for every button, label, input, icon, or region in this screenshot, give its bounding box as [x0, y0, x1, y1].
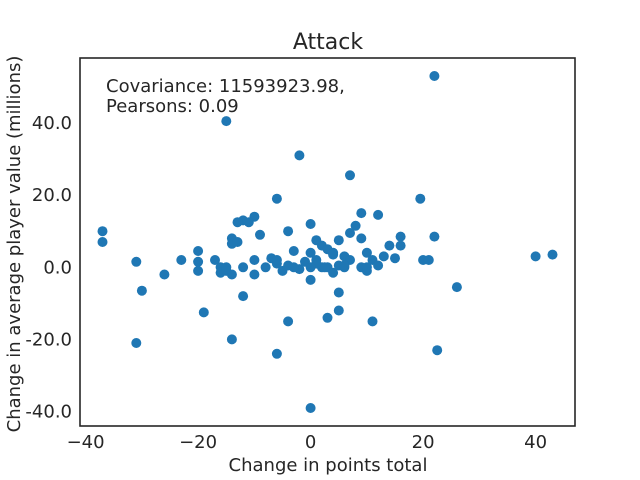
data-point	[131, 338, 142, 348]
data-point	[97, 226, 108, 237]
data-point	[530, 251, 541, 262]
data-point	[451, 282, 462, 293]
x-ticks: −40 −20 0 20 40	[67, 432, 547, 453]
data-point	[339, 260, 350, 271]
data-point	[238, 291, 249, 302]
data-point	[423, 255, 434, 265]
y-tick-label: 40.0	[32, 113, 72, 134]
data-point	[361, 247, 372, 258]
data-point	[333, 235, 344, 246]
data-point	[333, 287, 344, 298]
data-point	[384, 240, 395, 251]
data-point	[249, 255, 260, 265]
data-point	[193, 246, 204, 256]
y-tick-label: -40.0	[25, 402, 72, 423]
points-group	[97, 71, 558, 413]
data-point	[243, 217, 254, 228]
data-point	[373, 209, 384, 220]
data-point	[547, 249, 558, 260]
data-point	[226, 334, 237, 345]
y-tick-label: -20.0	[25, 329, 72, 350]
data-point	[305, 274, 316, 285]
data-point	[333, 305, 344, 316]
data-point	[271, 255, 282, 265]
data-point	[249, 269, 260, 280]
data-point	[356, 233, 367, 244]
data-point	[176, 255, 187, 265]
x-tick-label: 40	[524, 432, 547, 453]
x-tick-label: 20	[412, 432, 435, 453]
data-point	[367, 316, 378, 327]
data-point	[305, 247, 316, 258]
data-point	[378, 251, 389, 262]
data-point	[288, 246, 299, 256]
data-point	[294, 150, 305, 161]
data-point	[322, 312, 333, 323]
x-axis-label: Change in points total	[229, 455, 428, 476]
data-point	[390, 253, 400, 264]
data-point	[271, 193, 282, 204]
data-point	[429, 71, 440, 81]
data-point	[311, 235, 322, 246]
data-point	[305, 262, 316, 273]
data-point	[221, 116, 232, 127]
chart-title: Attack	[293, 30, 363, 55]
data-point	[350, 220, 361, 231]
data-point	[271, 348, 282, 359]
y-ticks: -40.0 -20.0 0.0 20.0 40.0	[25, 113, 72, 423]
data-point	[193, 256, 204, 267]
data-point	[283, 316, 294, 327]
data-point	[226, 269, 237, 280]
data-point	[193, 265, 204, 276]
data-point	[328, 267, 339, 278]
data-point	[97, 237, 108, 247]
y-tick-label: 0.0	[43, 257, 72, 278]
data-point	[255, 229, 265, 240]
x-tick-label: 0	[305, 432, 316, 453]
data-point	[232, 237, 243, 247]
data-point	[283, 226, 294, 237]
x-tick-label: −20	[179, 432, 217, 453]
data-point	[415, 193, 426, 204]
y-axis-label: Change in average player value (millions…	[4, 56, 25, 433]
data-point	[305, 403, 316, 413]
data-point	[361, 262, 372, 273]
data-point	[232, 217, 243, 228]
annotation-covariance: Covariance: 11593923.98,	[106, 76, 345, 97]
data-point	[356, 208, 367, 219]
data-point	[238, 262, 249, 273]
data-point	[210, 255, 220, 265]
data-point	[395, 240, 406, 251]
annotation-pearsons: Pearsons: 0.09	[106, 96, 239, 117]
data-point	[305, 219, 316, 229]
data-point	[260, 262, 271, 273]
data-point	[131, 256, 142, 267]
plot-frame	[79, 57, 576, 427]
y-tick-label: 20.0	[32, 185, 72, 206]
data-point	[432, 345, 443, 356]
data-point	[328, 249, 339, 260]
data-point	[288, 262, 299, 273]
data-point	[345, 228, 355, 238]
x-tick-label: −40	[67, 432, 105, 453]
data-point	[429, 231, 440, 242]
data-point	[395, 231, 406, 242]
data-point	[345, 170, 355, 181]
data-point	[319, 262, 330, 273]
data-point	[136, 285, 147, 296]
data-point	[159, 269, 170, 280]
data-point	[373, 260, 384, 271]
data-point	[198, 307, 209, 318]
